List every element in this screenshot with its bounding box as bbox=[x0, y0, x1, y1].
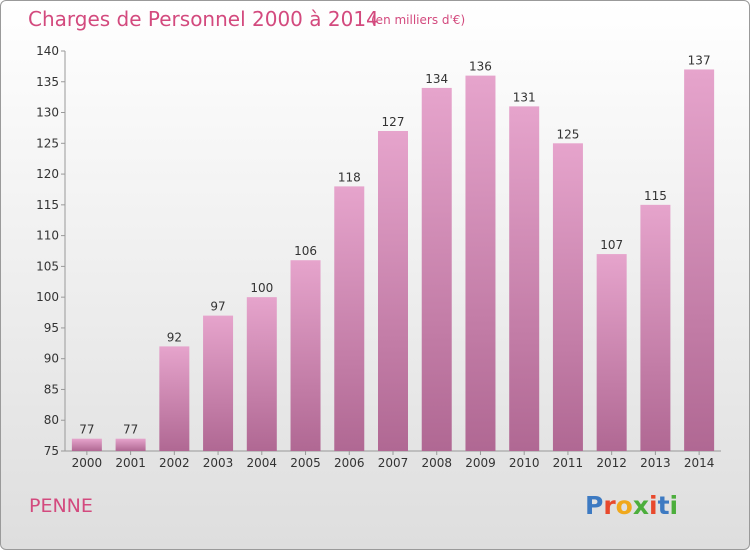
x-tick-label: 2011 bbox=[553, 456, 584, 470]
bar-value-label: 100 bbox=[250, 281, 273, 295]
bar bbox=[509, 106, 540, 451]
y-tick-label: 75 bbox=[44, 444, 59, 458]
bar bbox=[290, 260, 321, 451]
bar-value-label: 107 bbox=[600, 238, 623, 252]
bar-value-label: 77 bbox=[123, 423, 138, 437]
x-tick-label: 2008 bbox=[421, 456, 452, 470]
bar bbox=[71, 438, 102, 451]
y-tick-label: 120 bbox=[36, 167, 59, 181]
y-tick-label: 100 bbox=[36, 290, 59, 304]
bar-value-label: 134 bbox=[425, 72, 448, 86]
bar bbox=[640, 204, 671, 451]
bar-value-label: 106 bbox=[294, 244, 317, 258]
bar-value-label: 115 bbox=[644, 189, 667, 203]
bar bbox=[246, 297, 277, 451]
proxiti-logo: Proxiti bbox=[585, 491, 678, 520]
y-tick-label: 130 bbox=[36, 106, 59, 120]
x-tick-label: 2013 bbox=[640, 456, 671, 470]
x-tick-label: 2002 bbox=[159, 456, 190, 470]
bar-value-label: 137 bbox=[688, 53, 711, 67]
bar-value-label: 125 bbox=[556, 127, 579, 141]
y-tick-label: 95 bbox=[44, 321, 59, 335]
x-tick-label: 2005 bbox=[290, 456, 321, 470]
x-tick-label: 2006 bbox=[334, 456, 365, 470]
logo-letter: r bbox=[603, 491, 616, 520]
bar bbox=[465, 75, 496, 451]
bar bbox=[159, 346, 190, 451]
x-tick-label: 2004 bbox=[247, 456, 278, 470]
bar bbox=[203, 315, 234, 451]
bar-value-label: 92 bbox=[167, 330, 182, 344]
bar-value-label: 77 bbox=[79, 423, 94, 437]
commune-name: PENNE bbox=[29, 495, 93, 517]
logo-letter: i bbox=[669, 491, 679, 520]
logo-letter: i bbox=[649, 491, 658, 520]
bar bbox=[421, 87, 452, 451]
y-tick-label: 90 bbox=[44, 352, 59, 366]
x-tick-label: 2014 bbox=[684, 456, 715, 470]
y-tick-label: 125 bbox=[36, 136, 59, 150]
bar-value-label: 136 bbox=[469, 60, 492, 74]
logo-letter: x bbox=[632, 491, 649, 520]
y-tick-label: 140 bbox=[36, 44, 59, 58]
bar bbox=[378, 131, 408, 451]
bar bbox=[684, 69, 715, 451]
y-tick-label: 80 bbox=[44, 413, 59, 427]
y-tick-label: 135 bbox=[36, 75, 59, 89]
x-tick-label: 2009 bbox=[465, 456, 496, 470]
y-tick-label: 110 bbox=[36, 229, 59, 243]
bar-value-label: 127 bbox=[382, 115, 405, 129]
y-tick-label: 115 bbox=[36, 198, 59, 212]
chart-title: Charges de Personnel 2000 à 2014 bbox=[28, 7, 379, 31]
bar-value-label: 118 bbox=[338, 170, 361, 184]
x-tick-label: 2001 bbox=[115, 456, 146, 470]
bar bbox=[552, 143, 583, 452]
bar bbox=[115, 438, 146, 451]
x-tick-label: 2007 bbox=[378, 456, 409, 470]
y-tick-label: 85 bbox=[44, 382, 59, 396]
x-tick-label: 2003 bbox=[203, 456, 234, 470]
bar bbox=[334, 186, 365, 451]
x-tick-label: 2010 bbox=[509, 456, 540, 470]
logo-letter: o bbox=[615, 491, 633, 520]
bar bbox=[596, 254, 627, 451]
logo-letter: t bbox=[657, 491, 670, 520]
bar-value-label: 97 bbox=[210, 300, 225, 314]
y-tick-label: 105 bbox=[36, 259, 59, 273]
x-tick-label: 2000 bbox=[72, 456, 103, 470]
chart-subtitle: (en milliers d'€) bbox=[371, 13, 466, 27]
bar-value-label: 131 bbox=[513, 90, 536, 104]
x-tick-label: 2012 bbox=[596, 456, 627, 470]
logo-letter: P bbox=[585, 491, 604, 520]
